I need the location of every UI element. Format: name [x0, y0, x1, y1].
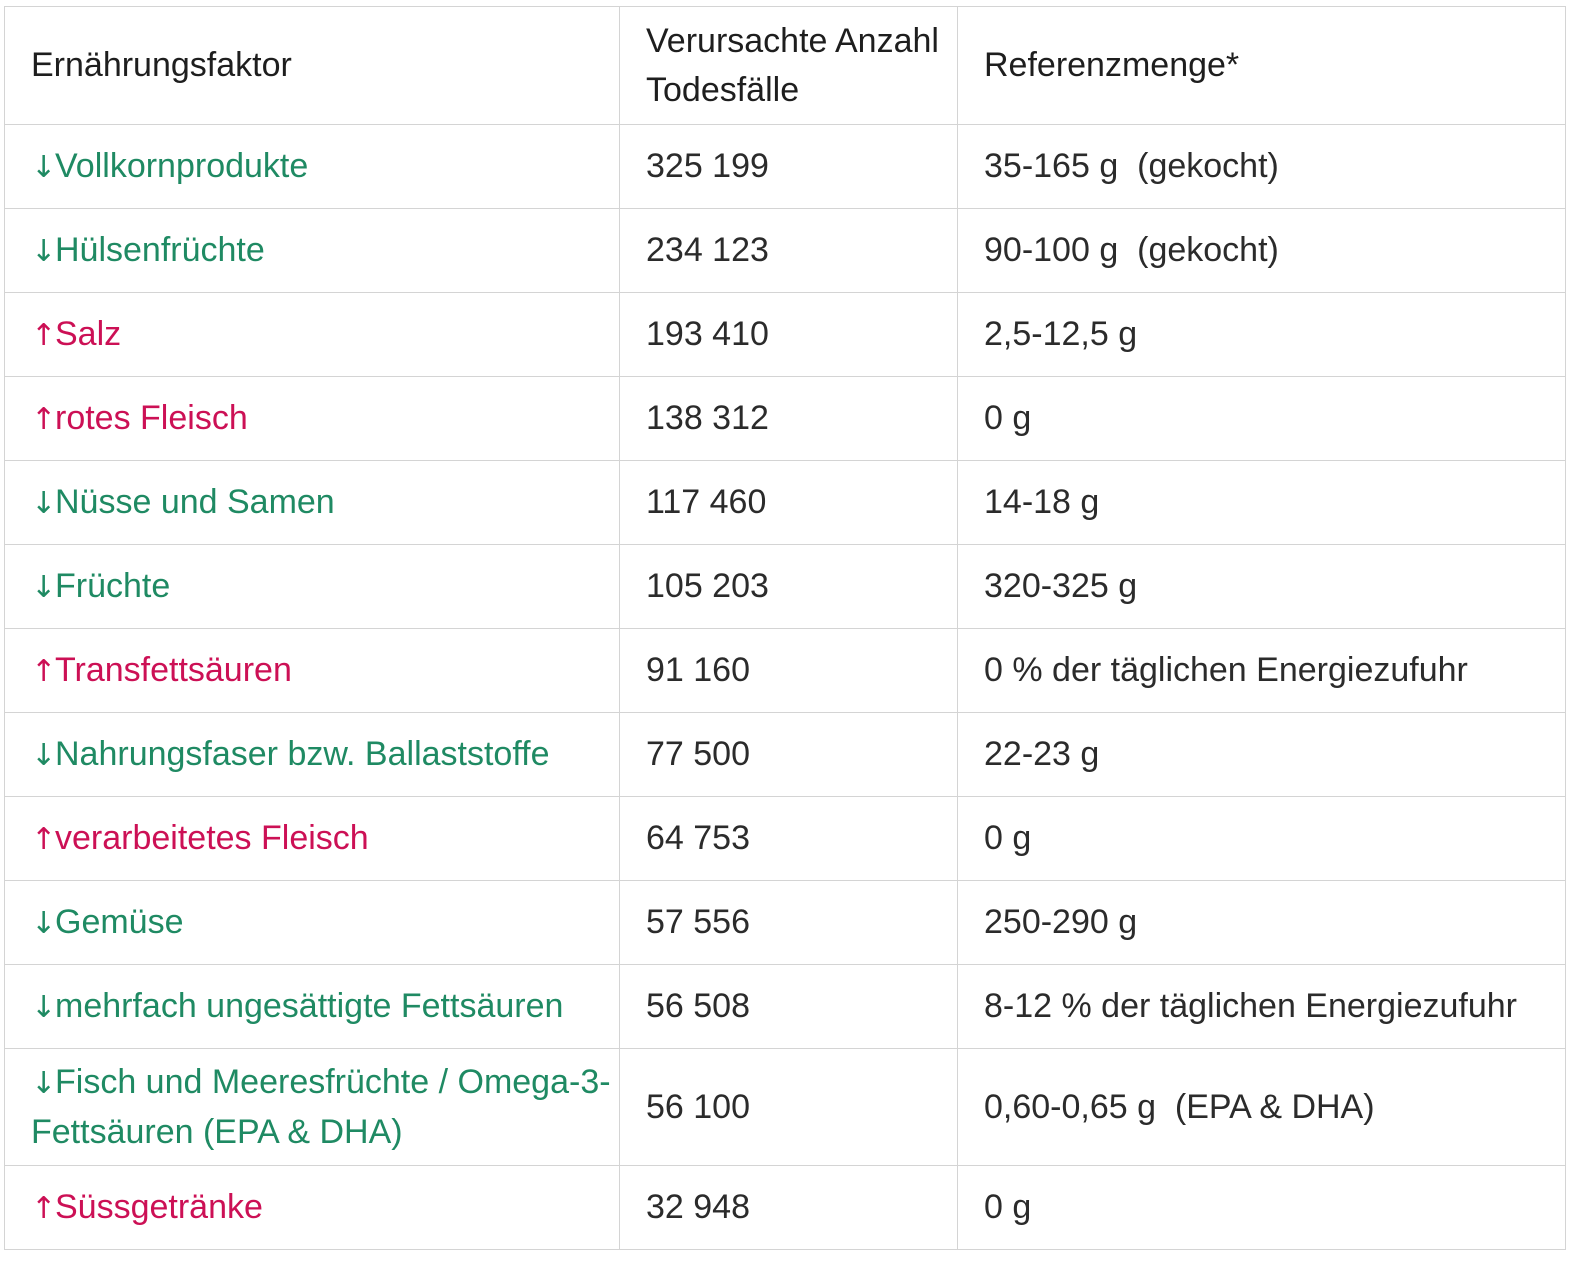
table-row: ↓Früchte 105 203 320-325 g — [4, 544, 1566, 629]
header-row: Ernährungsfaktor Verursachte Anzahl Tode… — [4, 6, 1566, 125]
table-header: Ernährungsfaktor Verursachte Anzahl Tode… — [4, 6, 1566, 125]
table-row: ↓Hülsenfrüchte 234 123 90-100 g (gekocht) — [4, 208, 1566, 293]
factor-label: Salz — [55, 314, 122, 353]
table-row: ↓Vollkornprodukte 325 199 35-165 g (gekoch… — [4, 124, 1566, 209]
reference-cell: 22-23 g — [957, 712, 1566, 797]
deaths-cell: 234 123 — [619, 208, 958, 293]
factor-label: Hülsenfrüchte — [55, 230, 265, 269]
factor-label: Nüsse und Samen — [55, 482, 335, 521]
reference-cell: 0,60-0,65 g (EPA & DHA) — [957, 1048, 1566, 1166]
deaths-cell: 325 199 — [619, 124, 958, 209]
table-row: ↑verarbeitetes Fleisch 64 753 0 g — [4, 796, 1566, 881]
header-deaths-label: Verursachte Anzahl Todesfälle — [646, 21, 939, 109]
header-factor: Ernährungsfaktor — [4, 6, 620, 125]
factor-label: Nahrungsfaser bzw. Ballaststoffe — [55, 734, 550, 773]
reference-cell: 0 g — [957, 1165, 1566, 1250]
deaths-cell: 56 508 — [619, 964, 958, 1049]
arrow-up-icon: ↑ — [31, 1190, 57, 1226]
arrow-up-icon: ↑ — [31, 401, 57, 437]
factor-label: Gemüse — [55, 902, 184, 941]
table-row: ↓mehrfach ungesättigte Fettsäuren 56 508 8… — [4, 964, 1566, 1049]
arrow-up-icon: ↑ — [31, 317, 57, 353]
deaths-cell: 91 160 — [619, 628, 958, 713]
deaths-cell: 77 500 — [619, 712, 958, 797]
factor-cell: ↓Hülsenfrüchte — [4, 208, 620, 293]
header-deaths: Verursachte Anzahl Todesfälle — [619, 6, 958, 125]
reference-cell: 0 g — [957, 376, 1566, 461]
deaths-cell: 193 410 — [619, 292, 958, 377]
factor-cell: ↑rotes Fleisch — [4, 376, 620, 461]
table-row: ↓Fisch und Meeresfrüchte / Omega-3-Fetts… — [4, 1048, 1566, 1166]
deaths-cell: 57 556 — [619, 880, 958, 965]
deaths-cell: 138 312 — [619, 376, 958, 461]
factor-cell: ↓Vollkornprodukte — [4, 124, 620, 209]
table-row: ↑Salz 193 410 2,5-12,5 g — [4, 292, 1566, 377]
deaths-cell: 56 100 — [619, 1048, 958, 1166]
arrow-down-icon: ↓ — [31, 233, 57, 269]
arrow-down-icon: ↓ — [31, 905, 57, 941]
arrow-down-icon: ↓ — [31, 485, 57, 521]
factor-label: Vollkornprodukte — [55, 146, 309, 185]
reference-cell: 8-12 % der täglichen Energiezufuhr — [957, 964, 1566, 1049]
factor-cell: ↓mehrfach ungesättigte Fettsäuren — [4, 964, 620, 1049]
factor-label: verarbeitetes Fleisch — [55, 818, 369, 857]
reference-cell: 320-325 g — [957, 544, 1566, 629]
reference-cell: 90-100 g (gekocht) — [957, 208, 1566, 293]
arrow-down-icon: ↓ — [31, 989, 57, 1025]
arrow-up-icon: ↑ — [31, 821, 57, 857]
reference-cell: 0 g — [957, 796, 1566, 881]
arrow-down-icon: ↓ — [31, 149, 57, 185]
table-row: ↑Süssgetränke 32 948 0 g — [4, 1165, 1566, 1250]
factor-label: rotes Fleisch — [55, 398, 248, 437]
factor-cell: ↑Salz — [4, 292, 620, 377]
table-container: Ernährungsfaktor Verursachte Anzahl Tode… — [4, 6, 1566, 1250]
table-row: ↓Nahrungsfaser bzw. Ballaststoffe 77 500 2… — [4, 712, 1566, 797]
factor-label: Früchte — [55, 566, 171, 605]
factor-label: mehrfach ungesättigte Fettsäuren — [55, 986, 564, 1025]
factor-cell: ↑Süssgetränke — [4, 1165, 620, 1250]
factor-cell: ↓Nahrungsfaser bzw. Ballaststoffe — [4, 712, 620, 797]
reference-cell: 0 % der täglichen Energiezufuhr — [957, 628, 1566, 713]
table-row: ↑Transfettsäuren 91 160 0 % der täglichen … — [4, 628, 1566, 713]
reference-cell: 2,5-12,5 g — [957, 292, 1566, 377]
factor-cell: ↓Früchte — [4, 544, 620, 629]
table-row: ↑rotes Fleisch 138 312 0 g — [4, 376, 1566, 461]
arrow-down-icon: ↓ — [31, 737, 57, 773]
deaths-cell: 105 203 — [619, 544, 958, 629]
arrow-up-icon: ↑ — [31, 653, 57, 689]
reference-cell: 250-290 g — [957, 880, 1566, 965]
reference-cell: 35-165 g (gekocht) — [957, 124, 1566, 209]
reference-cell: 14-18 g — [957, 460, 1566, 545]
factor-cell: ↓Nüsse und Samen — [4, 460, 620, 545]
factor-cell: ↓Gemüse — [4, 880, 620, 965]
deaths-cell: 32 948 — [619, 1165, 958, 1250]
table-row: ↓Nüsse und Samen 117 460 14-18 g — [4, 460, 1566, 545]
table-body: ↓Vollkornprodukte 325 199 35-165 g (gekoch… — [4, 124, 1566, 1250]
factor-cell: ↑verarbeitetes Fleisch — [4, 796, 620, 881]
arrow-down-icon: ↓ — [31, 1065, 57, 1101]
factor-cell: ↑Transfettsäuren — [4, 628, 620, 713]
factor-label: Transfettsäuren — [55, 650, 292, 689]
factor-label: Süssgetränke — [55, 1187, 263, 1226]
nutrition-factors-table: Ernährungsfaktor Verursachte Anzahl Tode… — [4, 6, 1566, 1250]
arrow-down-icon: ↓ — [31, 569, 57, 605]
factor-label: Fisch und Meeresfrüchte / Omega-3-Fettsä… — [31, 1062, 611, 1151]
deaths-cell: 64 753 — [619, 796, 958, 881]
header-reference: Referenzmenge* — [957, 6, 1566, 125]
factor-cell: ↓Fisch und Meeresfrüchte / Omega-3-Fetts… — [4, 1048, 620, 1166]
deaths-cell: 117 460 — [619, 460, 958, 545]
table-row: ↓Gemüse 57 556 250-290 g — [4, 880, 1566, 965]
